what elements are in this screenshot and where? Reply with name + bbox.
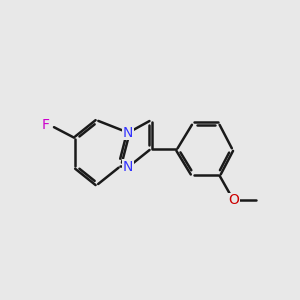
Text: F: F: [42, 118, 50, 132]
Text: O: O: [228, 193, 239, 207]
Text: N: N: [123, 160, 134, 174]
Text: N: N: [123, 126, 134, 140]
